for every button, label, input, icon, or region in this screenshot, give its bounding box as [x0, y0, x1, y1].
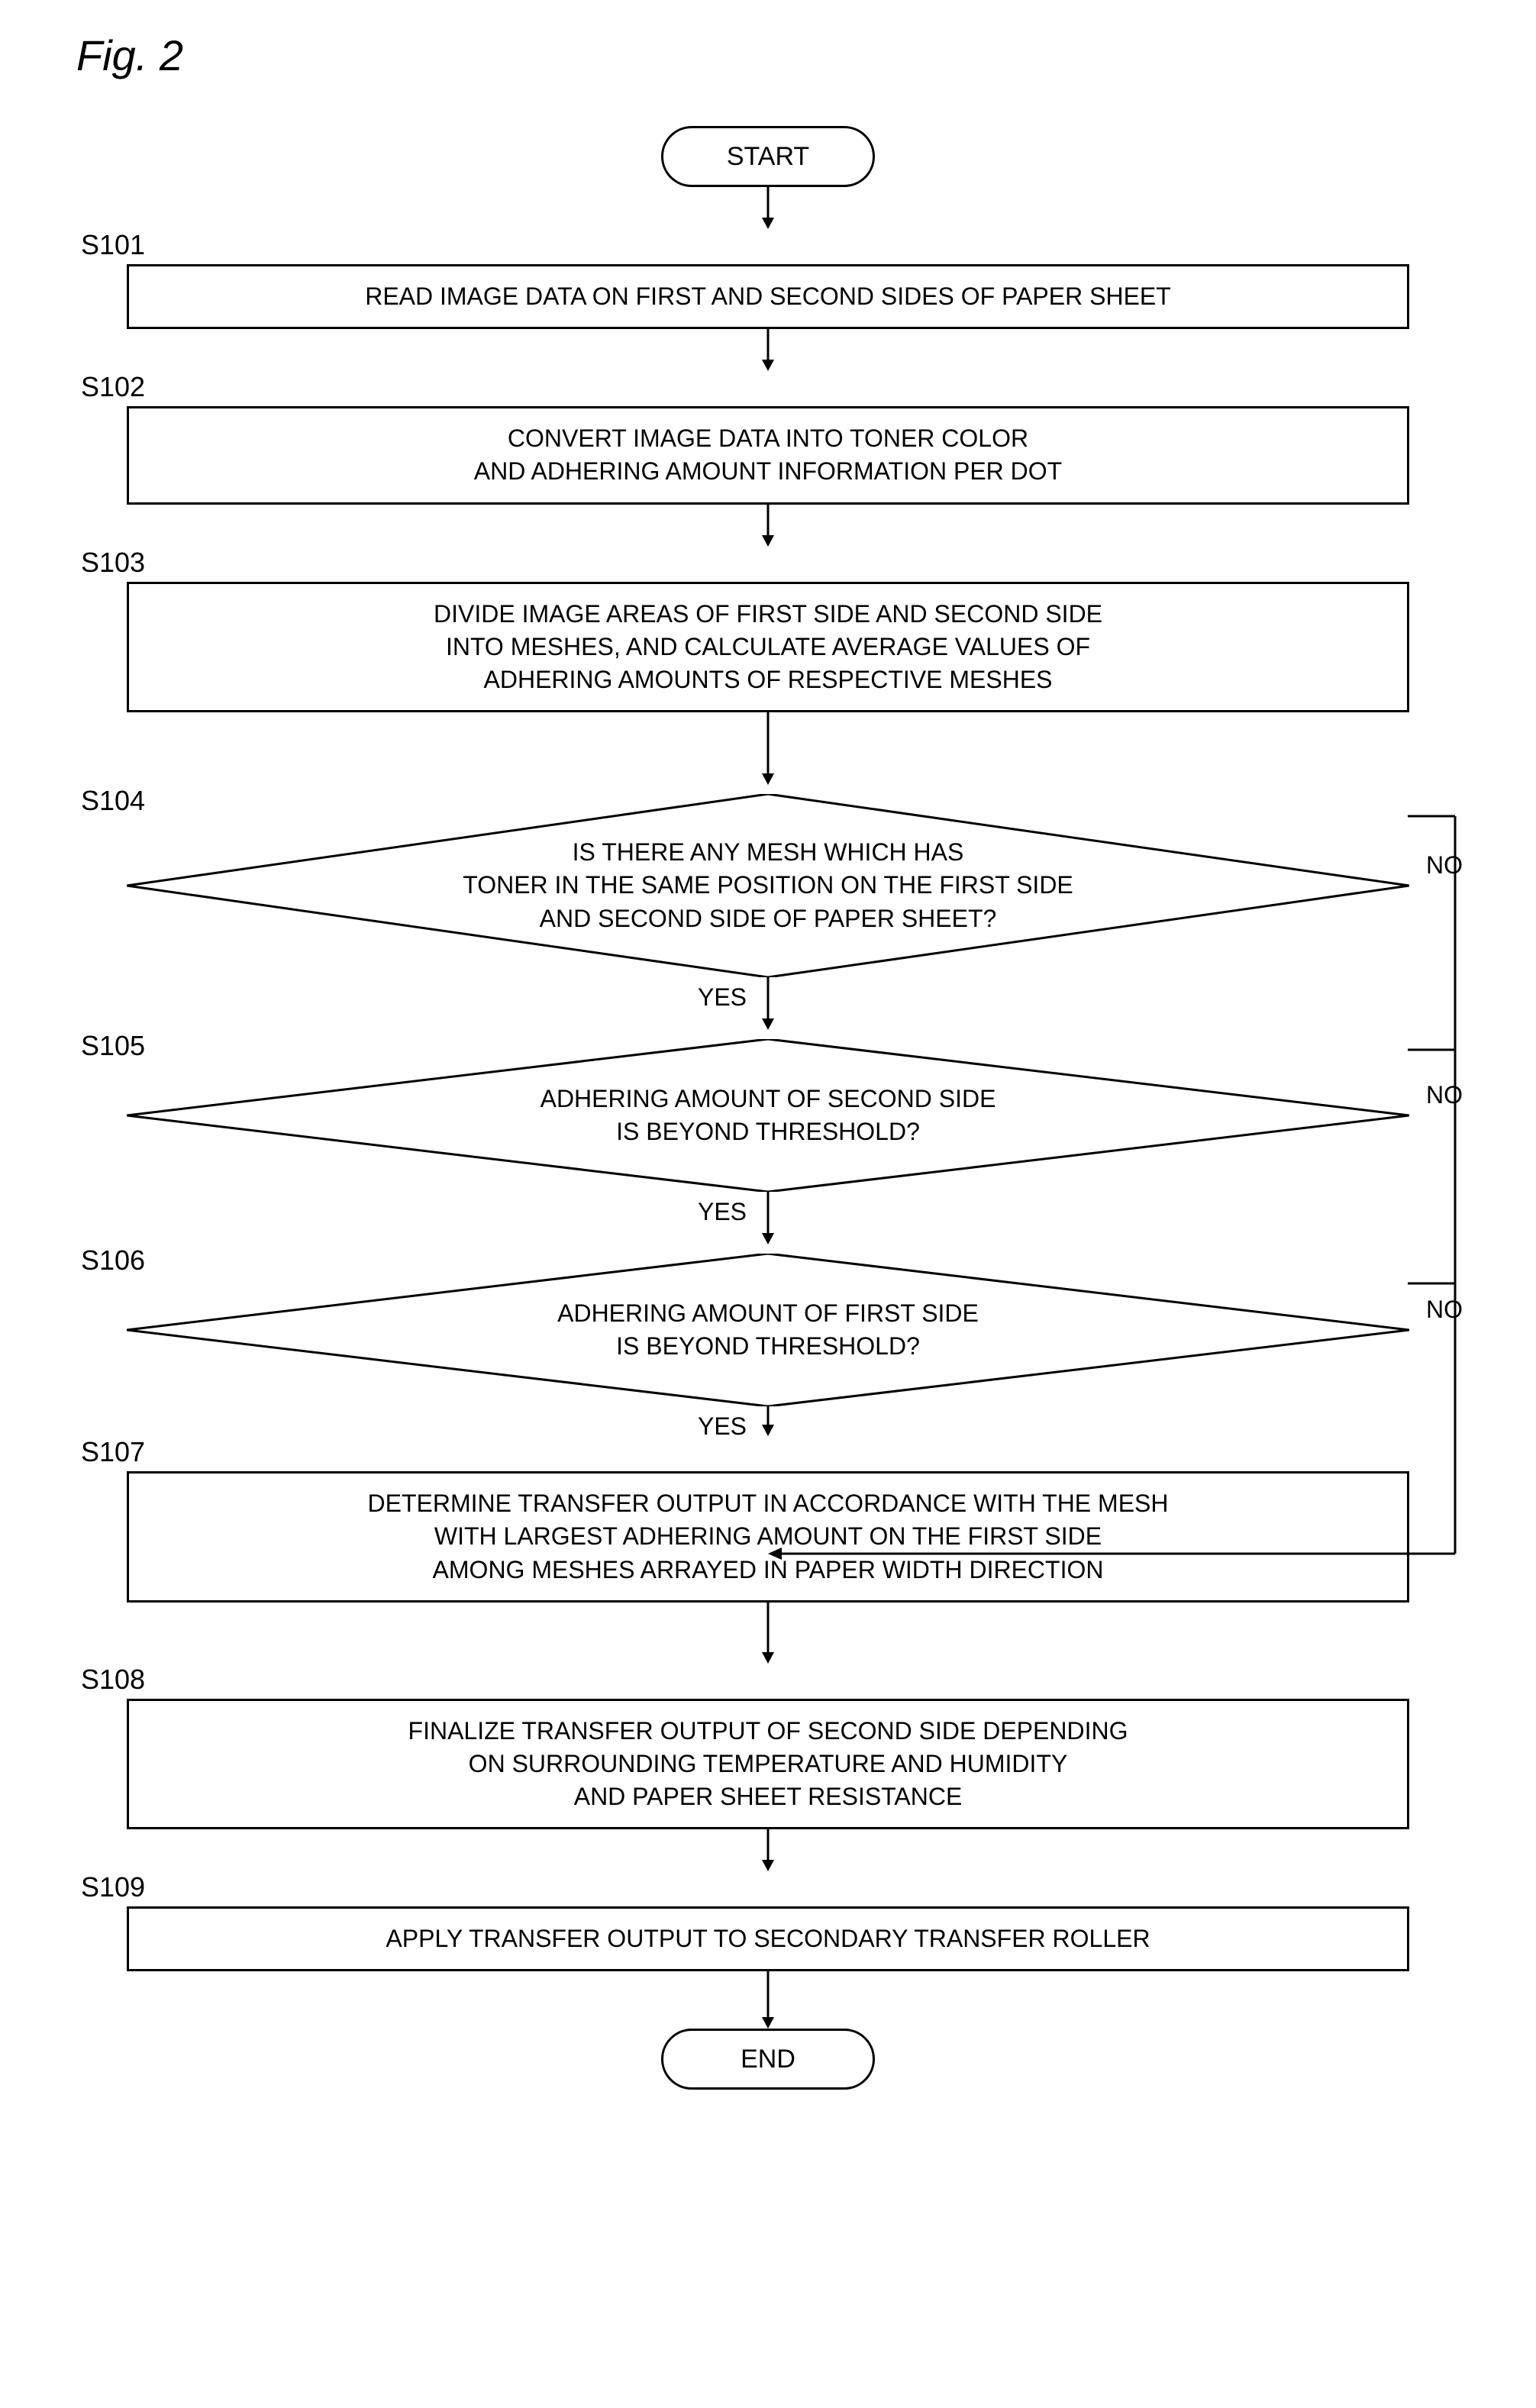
- decision-s105: ADHERING AMOUNT OF SECOND SIDE IS BEYOND…: [127, 1039, 1409, 1192]
- step-label-s107: S107: [81, 1436, 1455, 1468]
- decision-line: ADHERING AMOUNT OF FIRST SIDE: [557, 1299, 979, 1327]
- process-text: WITH LARGEST ADHERING AMOUNT ON THE FIRS…: [434, 1522, 1102, 1550]
- decision-line: ADHERING AMOUNT OF SECOND SIDE: [541, 1085, 996, 1112]
- decision-line: IS BEYOND THRESHOLD?: [616, 1332, 920, 1360]
- yes-label: YES: [81, 1198, 1363, 1226]
- arrow-icon: [757, 1971, 779, 2029]
- start-terminator: START: [661, 126, 875, 187]
- process-s101: READ IMAGE DATA ON FIRST AND SECOND SIDE…: [127, 264, 1409, 329]
- step-label-s101: S101: [81, 229, 1455, 261]
- process-text: DETERMINE TRANSFER OUTPUT IN ACCORDANCE …: [368, 1490, 1169, 1517]
- decision-line: AND SECOND SIDE OF PAPER SHEET?: [540, 905, 997, 932]
- decision-text: ADHERING AMOUNT OF FIRST SIDE IS BEYOND …: [255, 1297, 1281, 1363]
- decision-text: IS THERE ANY MESH WHICH HAS TONER IN THE…: [255, 836, 1281, 935]
- decision-text: ADHERING AMOUNT OF SECOND SIDE IS BEYOND…: [255, 1083, 1281, 1148]
- merge-arrow-icon: [757, 1629, 779, 1645]
- process-text: ADHERING AMOUNTS OF RESPECTIVE MESHES: [484, 666, 1053, 693]
- process-text: AMONG MESHES ARRAYED IN PAPER WIDTH DIRE…: [433, 1556, 1104, 1583]
- decision-s106: ADHERING AMOUNT OF FIRST SIDE IS BEYOND …: [127, 1254, 1409, 1406]
- step-label-s102: S102: [81, 371, 1455, 403]
- decision-line: IS THERE ANY MESH WHICH HAS: [573, 838, 964, 866]
- step-label-s108: S108: [81, 1664, 1455, 1696]
- step-label-s103: S103: [81, 547, 1455, 579]
- no-label: NO: [1426, 1296, 1463, 1324]
- figure-title: Fig. 2: [76, 31, 1475, 80]
- process-text: FINALIZE TRANSFER OUTPUT OF SECOND SIDE …: [408, 1717, 1128, 1745]
- process-s107: DETERMINE TRANSFER OUTPUT IN ACCORDANCE …: [127, 1471, 1409, 1603]
- arrow-icon: [757, 1406, 779, 1436]
- process-s109: APPLY TRANSFER OUTPUT TO SECONDARY TRANS…: [127, 1906, 1409, 1971]
- decision-s104: IS THERE ANY MESH WHICH HAS TONER IN THE…: [127, 794, 1409, 977]
- end-terminator: END: [661, 2029, 875, 2090]
- process-text: INTO MESHES, AND CALCULATE AVERAGE VALUE…: [446, 633, 1090, 660]
- process-s108: FINALIZE TRANSFER OUTPUT OF SECOND SIDE …: [127, 1699, 1409, 1830]
- process-text: DIVIDE IMAGE AREAS OF FIRST SIDE AND SEC…: [434, 600, 1102, 628]
- arrow-icon: [757, 712, 779, 785]
- arrow-icon: [757, 976, 779, 1030]
- process-s103: DIVIDE IMAGE AREAS OF FIRST SIDE AND SEC…: [127, 582, 1409, 713]
- arrow-icon: [757, 187, 779, 229]
- process-text: ON SURROUNDING TEMPERATURE AND HUMIDITY: [469, 1750, 1068, 1777]
- process-text: AND ADHERING AMOUNT INFORMATION PER DOT: [474, 457, 1062, 485]
- yes-label: YES: [81, 983, 1363, 1012]
- no-label: NO: [1426, 851, 1463, 880]
- no-label: NO: [1426, 1081, 1463, 1109]
- arrow-icon: [757, 1191, 779, 1244]
- arrow-icon: [757, 329, 779, 371]
- decision-line: TONER IN THE SAME POSITION ON THE FIRST …: [463, 872, 1073, 899]
- step-label-s109: S109: [81, 1871, 1455, 1903]
- process-text: CONVERT IMAGE DATA INTO TONER COLOR: [508, 424, 1028, 452]
- flowchart-container: START S101 READ IMAGE DATA ON FIRST AND …: [81, 126, 1455, 2090]
- process-s102: CONVERT IMAGE DATA INTO TONER COLOR AND …: [127, 406, 1409, 504]
- process-text: AND PAPER SHEET RESISTANCE: [574, 1783, 963, 1810]
- decision-line: IS BEYOND THRESHOLD?: [616, 1118, 920, 1145]
- arrow-icon: [757, 505, 779, 547]
- arrow-icon: [757, 1829, 779, 1871]
